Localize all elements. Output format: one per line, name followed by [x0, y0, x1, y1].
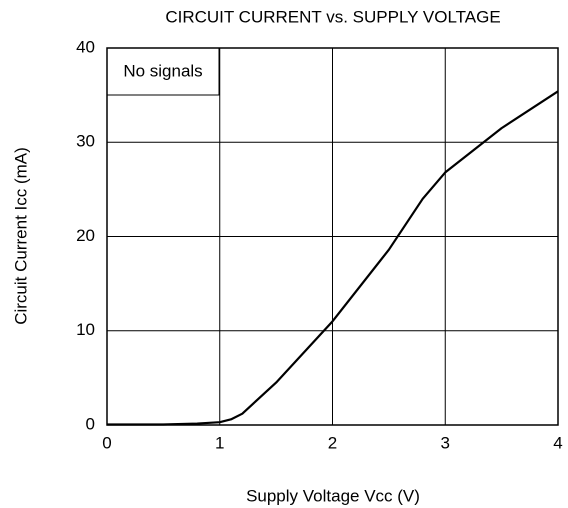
x-tick-label: 0: [102, 433, 111, 452]
y-tick-label: 20: [76, 226, 95, 245]
x-tick-label: 1: [215, 433, 224, 452]
y-tick-label: 10: [76, 320, 95, 339]
x-axis-label: Supply Voltage Vcc (V): [246, 486, 420, 505]
y-tick-label: 0: [86, 414, 95, 433]
x-tick-label: 3: [441, 433, 450, 452]
plot-frame: [106, 47, 559, 426]
y-axis-label: Circuit Current Icc (mA): [11, 147, 30, 325]
x-tick-label: 2: [328, 433, 337, 452]
data-line: [107, 90, 559, 426]
x-tick-label: 4: [553, 433, 562, 452]
chart-title: CIRCUIT CURRENT vs. SUPPLY VOLTAGE: [165, 7, 500, 26]
y-tick-label: 40: [76, 37, 95, 56]
y-tick-label: 30: [76, 132, 95, 151]
annotation: No signals: [123, 61, 202, 80]
